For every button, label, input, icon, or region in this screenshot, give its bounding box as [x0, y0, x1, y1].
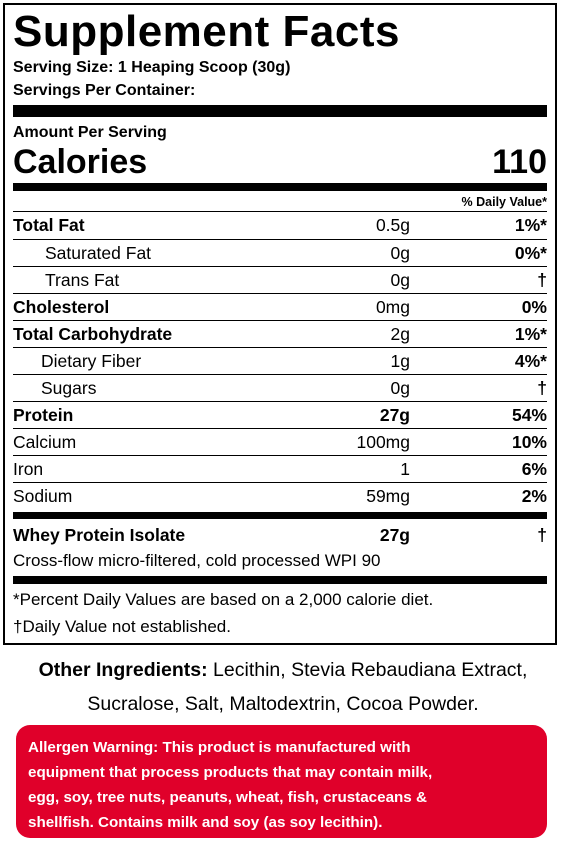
nutrient-dv: †: [537, 378, 547, 398]
nutrient-dv: 2%: [521, 486, 547, 506]
nutrient-row-cholesterol: Cholesterol 0mg 0%: [13, 293, 547, 321]
allergen-warning-box: Allergen Warning: This product is manufa…: [16, 725, 547, 838]
panel-title: Supplement Facts: [13, 7, 400, 56]
nutrient-name: Iron: [13, 459, 44, 479]
nutrient-name: Total Fat: [13, 215, 85, 235]
calories-value: 110: [492, 143, 547, 181]
other-ingredients: Other Ingredients: Lecithin, Stevia Reba…: [0, 653, 566, 721]
nutrient-row-calcium: Calcium 100mg 10%: [13, 428, 547, 456]
nutrient-amount: 0.5g: [375, 215, 410, 235]
nutrient-amount: 0g: [390, 270, 410, 290]
nutrient-amount: 1: [400, 459, 410, 479]
ingredient-dv: †: [537, 525, 547, 545]
nutrient-row-dietary-fiber: Dietary Fiber 1g 4%*: [13, 347, 547, 375]
thin-divider: [13, 211, 547, 212]
allergen-line: equipment that process products that may…: [28, 764, 433, 781]
whey-note: Cross-flow micro-filtered, cold processe…: [13, 551, 381, 570]
nutrient-name: Cholesterol: [13, 297, 110, 317]
nutrient-name: Trans Fat: [45, 270, 120, 290]
calories-label: Calories: [13, 143, 148, 181]
nutrient-dv: †: [537, 270, 547, 290]
servings-per-container: Servings Per Container:: [13, 82, 196, 99]
nutrient-amount: 2g: [390, 324, 410, 344]
nutrient-name: Calcium: [13, 432, 77, 452]
nutrient-dv: 0%*: [514, 243, 547, 263]
nutrient-row-saturated-fat: Saturated Fat 0g 0%*: [13, 239, 547, 267]
allergen-line: Allergen Warning: This product is manufa…: [28, 739, 411, 756]
nutrient-dv: 4%*: [514, 351, 547, 371]
nutrient-amount: 27g: [379, 405, 410, 425]
nutrient-amount: 1g: [390, 351, 410, 371]
allergen-line: shellfish. Contains milk and soy (as soy…: [28, 814, 383, 831]
nutrient-amount: 0g: [390, 378, 410, 398]
nutrient-amount: 0g: [390, 243, 410, 263]
medium-divider: [13, 183, 547, 191]
other-ingredients-line1: Lecithin, Stevia Rebaudiana Extract,: [207, 659, 528, 681]
nutrient-row-protein: Protein 27g 54%: [13, 401, 547, 429]
serving-size: Serving Size: 1 Heaping Scoop (30g): [13, 59, 291, 76]
medium-divider: [13, 576, 547, 584]
thick-divider: [13, 105, 547, 117]
footnote-dagger: †Daily Value not established.: [13, 617, 231, 636]
nutrient-row-total-carbohydrate: Total Carbohydrate 2g 1%*: [13, 320, 547, 348]
nutrient-amount: 0mg: [375, 297, 410, 317]
nutrient-amount: 59mg: [366, 486, 410, 506]
nutrient-name: Saturated Fat: [45, 243, 152, 263]
nutrient-row-trans-fat: Trans Fat 0g †: [13, 266, 547, 294]
nutrient-dv: 1%*: [514, 215, 547, 235]
nutrient-name: Protein: [13, 405, 74, 425]
medium-divider: [13, 512, 547, 519]
nutrient-dv: 1%*: [514, 324, 547, 344]
nutrient-row-sugars: Sugars 0g †: [13, 374, 547, 402]
nutrient-name: Dietary Fiber: [41, 351, 142, 371]
nutrient-row-total-fat: Total Fat 0.5g 1%*: [13, 212, 547, 239]
allergen-line: egg, soy, tree nuts, peanuts, wheat, fis…: [28, 789, 427, 806]
nutrient-dv: 10%: [511, 432, 547, 452]
nutrient-amount: 100mg: [356, 432, 410, 452]
other-ingredients-line2: Sucralose, Salt, Maltodextrin, Cocoa Pow…: [87, 693, 479, 715]
supplement-facts-panel: Supplement Facts Serving Size: 1 Heaping…: [3, 3, 557, 645]
ingredient-amount: 27g: [379, 525, 410, 545]
nutrient-dv: 0%: [521, 297, 547, 317]
amount-per-serving-label: Amount Per Serving: [13, 124, 167, 141]
nutrient-row-iron: Iron 1 6%: [13, 455, 547, 483]
whey-protein-row: Whey Protein Isolate 27g †: [13, 519, 547, 549]
nutrient-dv: 6%: [521, 459, 547, 479]
daily-value-header: % Daily Value*: [461, 195, 547, 209]
nutrient-name: Total Carbohydrate: [13, 324, 173, 344]
nutrient-row-sodium: Sodium 59mg 2%: [13, 482, 547, 510]
ingredient-name: Whey Protein Isolate: [13, 525, 186, 545]
nutrient-dv: 54%: [511, 405, 547, 425]
nutrient-name: Sodium: [13, 486, 73, 506]
footnote-percent: *Percent Daily Values are based on a 2,0…: [13, 590, 434, 609]
other-ingredients-label: Other Ingredients:: [38, 659, 208, 681]
nutrient-name: Sugars: [41, 378, 97, 398]
